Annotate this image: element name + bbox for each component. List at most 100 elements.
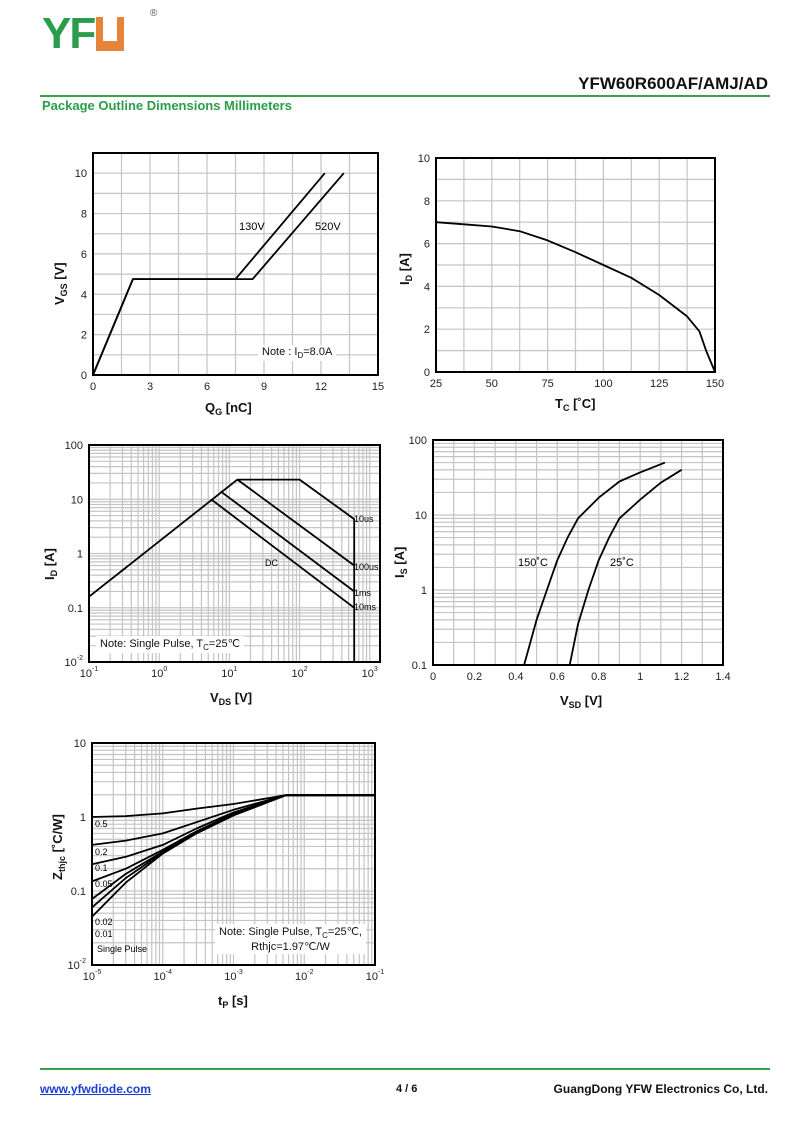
note-subscript: D [297,351,304,361]
y-tick-label: 2 [424,324,430,336]
axis-label-subscript: D [404,274,414,282]
y-tick-label: 0 [424,367,430,379]
axis-label-unit: [A] [392,546,407,569]
x-tick-label: 0 [90,381,96,393]
logo-wordmark: YF [42,9,96,58]
x-axis-label: VDS [V] [210,690,252,707]
y-tick-label: 10 [415,510,427,522]
y-tick-label: 100 [409,435,427,447]
y-axis-label: IS [A] [392,547,409,578]
x-tick-label: 10-3 [224,969,243,983]
axis-label-subscript: GS [59,283,69,297]
axis-label-main: I [42,576,57,580]
y-tick-label: 10 [75,168,87,180]
company-name: GuangDong YFW Electronics Co, Ltd. [553,1082,768,1096]
y-tick-label: 0.1 [412,660,427,672]
y-tick-label: 8 [424,196,430,208]
axis-label-main: I [392,574,407,578]
x-tick-label: 12 [315,381,327,393]
grid [436,158,715,372]
x-tick-label: 0.4 [508,671,523,683]
x-tick-label: 15 [372,381,384,393]
x-tick-label: 10-5 [83,969,102,983]
note-subscript: C [322,931,328,941]
plot-frame [92,152,379,376]
y-axis-label: ID [A] [42,548,59,580]
series-line-1ms [220,490,355,593]
x-tick-label: 0 [430,671,436,683]
axis-label-subscript: S [399,568,409,575]
series-label: 150˚C [518,557,548,569]
x-axis-label: QG [nC] [205,400,252,417]
website-link[interactable]: www.yfwdiode.com [40,1082,151,1096]
y-tick-label: 1 [77,549,83,561]
axis-label-unit: [V] [52,262,67,284]
x-tick-label: 75 [541,378,553,390]
axis-label-subscript: DS [218,697,232,707]
series-label: 25˚C [610,557,634,569]
series-label: 0.05 [95,879,113,889]
plot-frame [88,444,381,663]
series-label: 1ms [354,588,372,598]
x-tick-label: 10-4 [154,969,173,983]
y-axis-label: VGS [V] [52,262,69,305]
axis-label-subscript: P [222,1000,229,1010]
axis-label-main: V [52,296,67,305]
x-tick-label: 0.2 [467,671,482,683]
chart-note: Note: Single Pulse, TC=25℃, Rthjc=1.97℃/W [215,924,366,955]
y-tick-label: 10 [418,153,430,165]
x-tick-label: 102 [291,666,307,680]
x-tick-label: 50 [486,378,498,390]
y-tick-label: 6 [424,239,430,251]
y-tick-label: 8 [81,209,87,221]
note-text: Rthjc=1.97℃/W [251,941,330,954]
company-logo: YF ® [42,8,162,82]
footer-divider [40,1068,770,1070]
x-axis-label: VSD [V] [560,693,602,710]
x-tick-label: 103 [362,666,378,680]
header-divider [40,95,770,97]
y-tick-label: 4 [81,289,87,301]
axis-label-main: V [210,690,219,705]
axis-label-main: Z [50,872,65,880]
plot-frame [435,157,716,373]
annotation-label: DC [265,558,278,568]
y-tick-label: 0.1 [68,603,83,615]
y-tick-label: 0 [81,370,87,382]
axis-label-unit: [V] [581,693,603,708]
series-label: 0.01 [95,929,113,939]
axis-label-subscript: SD [568,700,582,710]
y-tick-label: 6 [81,249,87,261]
x-tick-label: 1.4 [715,671,730,683]
x-tick-label: 0.8 [591,671,606,683]
y-tick-label: 1 [421,585,427,597]
x-tick-label: 0.6 [550,671,565,683]
x-tick-label: 25 [430,378,442,390]
page-number: 4 / 6 [396,1083,418,1095]
axis-label-main: t [218,993,223,1008]
note-text: Note : I [262,346,298,358]
series-label: 0.2 [95,847,108,857]
series-line-520v [92,172,345,376]
note-text: =25℃ [208,638,240,650]
chart-safe-operating-area: 10-1 100 101 102 103 10-2 0.1 1 10 100 10us 100us 1m… [65,440,381,680]
plot-frame [91,742,376,966]
x-tick-label: 10-2 [295,969,314,983]
axis-label-unit: [˚C/W] [50,814,65,857]
note-text: Note: Single Pulse, T [100,638,204,650]
x-tick-label: 1 [637,671,643,683]
y-tick-label: 10-2 [65,655,84,669]
axis-label-unit: [V] [231,690,253,705]
x-axis-label: TC [˚C] [555,396,595,413]
series-label: 0.02 [95,917,113,927]
series-label: 10us [354,514,374,524]
x-tick-label: 10-1 [80,666,99,680]
axis-label-main: T [555,396,563,411]
plot-frame [432,439,724,666]
axis-label-subscript: C [562,403,570,413]
registered-mark: ® [150,8,158,19]
y-tick-label: 4 [424,281,430,293]
axis-label-subscript: G [215,407,223,417]
y-tick-label: 0.1 [71,886,86,898]
note-text: Note: Single Pulse, T [219,926,323,938]
